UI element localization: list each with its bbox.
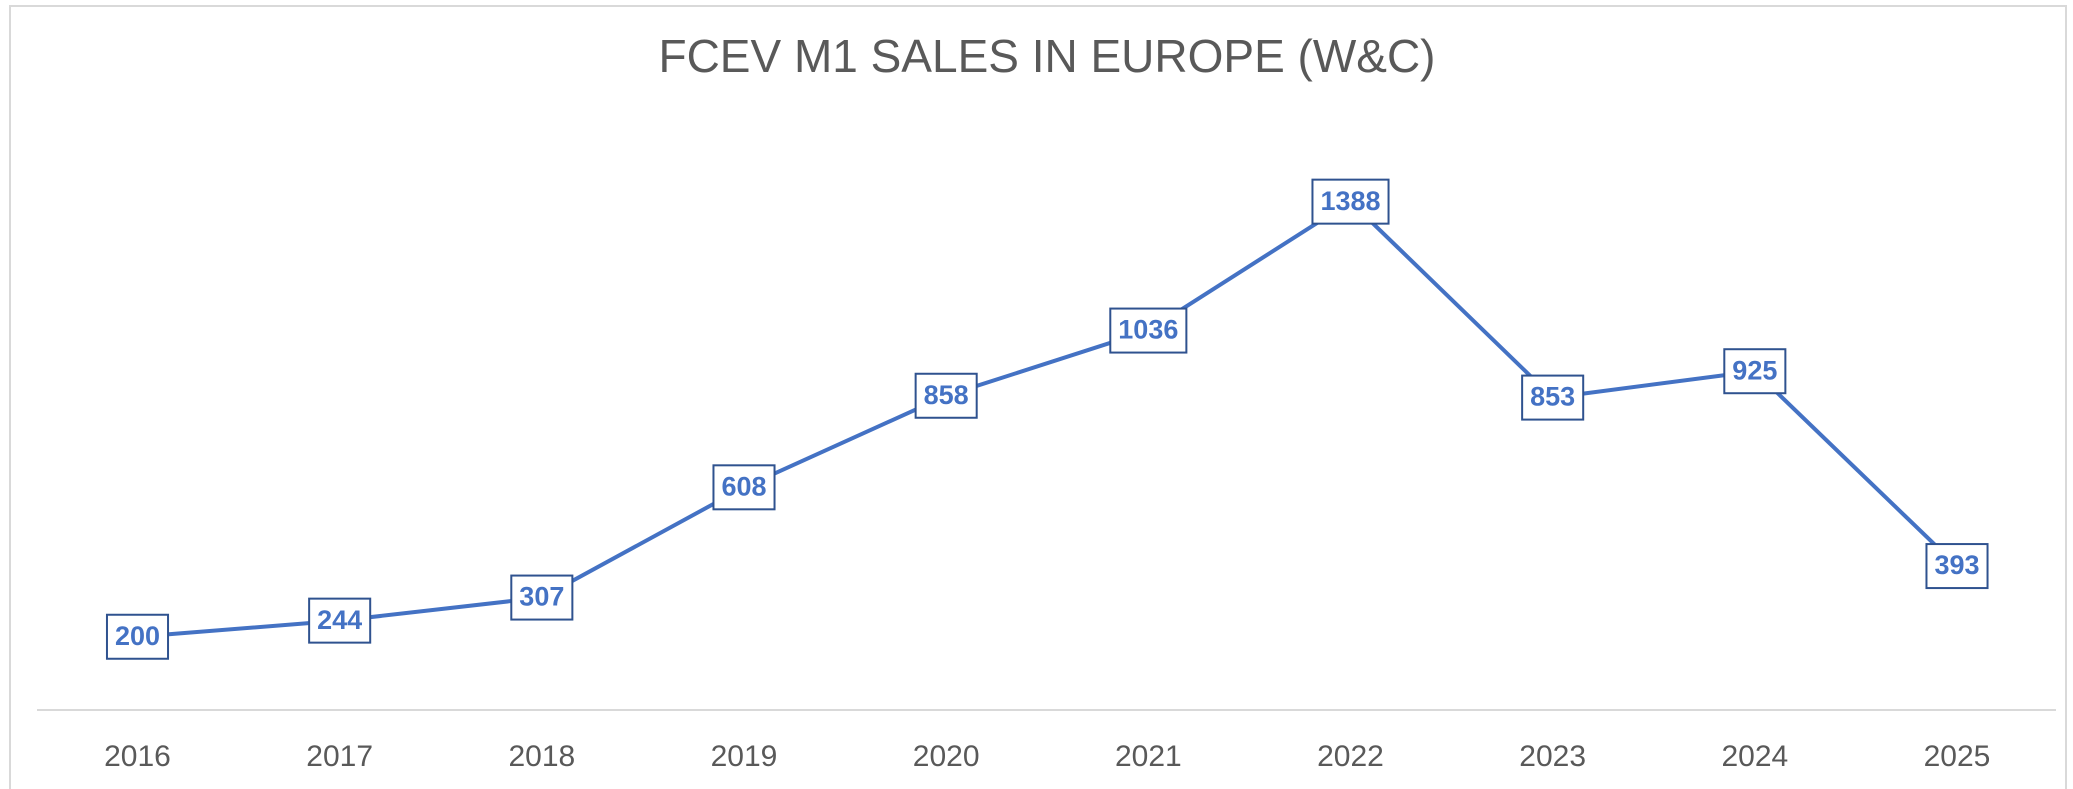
x-tick-label: 2021 (1115, 740, 1182, 773)
x-tick-label: 2024 (1721, 740, 1788, 773)
data-label: 858 (924, 380, 969, 410)
x-tick-label: 2023 (1519, 740, 1586, 773)
data-label-box (105, 613, 170, 660)
x-tick-label: 2016 (104, 740, 171, 773)
data-label-box (308, 597, 372, 644)
line (137, 199, 1959, 639)
data-label-box (510, 574, 574, 621)
x-tick-label: 2019 (711, 740, 778, 773)
data-label: 307 (519, 582, 564, 612)
data-label: 925 (1732, 355, 1777, 385)
data-label-box (712, 464, 776, 511)
x-tick-label: 2022 (1317, 740, 1384, 773)
x-tick-label: 2017 (306, 740, 373, 773)
x-tick-label: 2020 (913, 740, 980, 773)
data-label: 1388 (1320, 186, 1380, 216)
data-label-box (1925, 543, 1989, 590)
data-label-box (1521, 374, 1585, 421)
data-label-box (1311, 178, 1390, 225)
data-label: 244 (317, 605, 362, 635)
data-label-box (1723, 348, 1787, 395)
data-label: 853 (1530, 382, 1575, 412)
data-label-box (914, 372, 978, 419)
data-label-box (1109, 307, 1188, 354)
chart-title: FCEV M1 SALES IN EUROPE (W&C) (658, 30, 1435, 82)
chart-border (9, 5, 2067, 789)
data-label: 200 (115, 621, 160, 651)
x-tick-label: 2025 (1924, 740, 1991, 773)
data-label: 393 (1934, 550, 1979, 580)
data-label: 608 (721, 471, 766, 501)
data-label: 1036 (1118, 315, 1178, 345)
x-tick-label: 2018 (508, 740, 575, 773)
